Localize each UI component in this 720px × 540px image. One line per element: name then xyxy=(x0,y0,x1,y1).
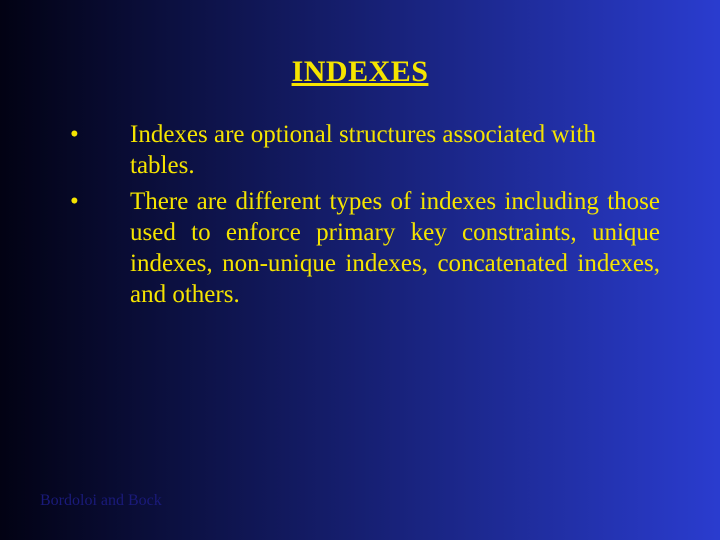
slide-body: •Indexes are optional structures associa… xyxy=(0,89,720,311)
bullet-item: •Indexes are optional structures associa… xyxy=(60,119,660,182)
bullet-text: There are different types of indexes inc… xyxy=(130,186,660,311)
bullet-item: •There are different types of indexes in… xyxy=(60,186,660,311)
bullet-text: Indexes are optional structures associat… xyxy=(130,119,660,182)
slide-footer: Bordoloi and Bock xyxy=(40,492,162,510)
slide-title: INDEXES xyxy=(0,0,720,89)
bullet-marker: • xyxy=(60,119,130,150)
bullet-marker: • xyxy=(60,186,130,217)
slide-container: INDEXES •Indexes are optional structures… xyxy=(0,0,720,540)
